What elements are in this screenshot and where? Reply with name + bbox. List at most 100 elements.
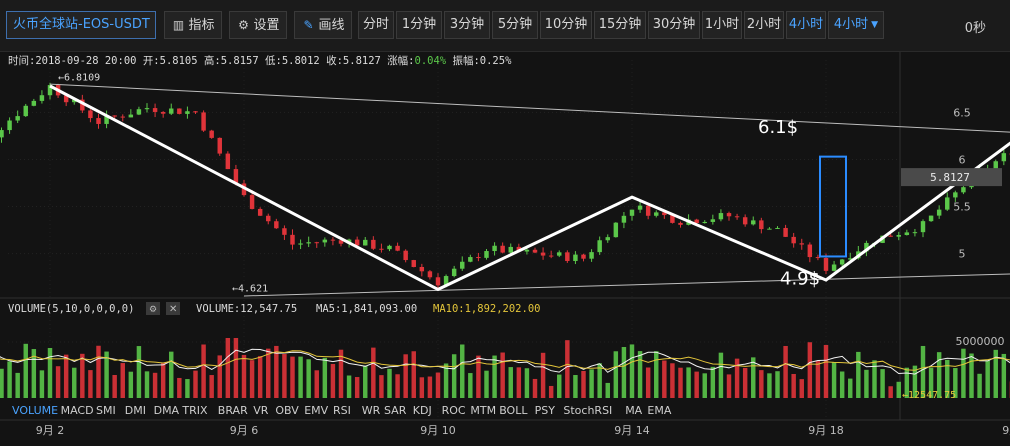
indicator-tab[interactable]: DMA	[154, 404, 180, 417]
candle-body	[662, 212, 667, 216]
high-marker: ←6.8109	[58, 72, 100, 83]
candle-body	[678, 222, 683, 225]
indicator-tab[interactable]: PSY	[535, 404, 556, 417]
candle-body	[928, 215, 934, 222]
candle-body	[775, 227, 780, 229]
volume-bar	[856, 351, 861, 398]
indicator-tab[interactable]: MACD	[61, 404, 94, 417]
volume-bar	[904, 367, 910, 398]
volume-bar	[524, 368, 530, 398]
volume-bar	[346, 375, 352, 398]
volume-bar	[581, 370, 586, 398]
volume-bar	[993, 349, 998, 398]
volume-tick-label: 5000000	[956, 335, 1005, 348]
volume-bar	[23, 343, 28, 398]
indicator-tab[interactable]: DMI	[125, 404, 146, 417]
volume-bar	[637, 351, 643, 398]
candle-body	[177, 108, 182, 114]
period-tab[interactable]: 1分钟	[396, 11, 442, 39]
candle-body	[1001, 153, 1007, 162]
candle-body	[282, 228, 287, 235]
candle-body	[338, 240, 344, 244]
symbol-selector[interactable]: 火币全球站-EOS-USDT	[6, 11, 156, 39]
volume-bar	[985, 360, 990, 398]
gear-icon: ⚙	[238, 18, 249, 32]
period-tab[interactable]: 15分钟	[594, 11, 646, 39]
volume-bar	[217, 355, 222, 398]
period-tab[interactable]: 2小时	[744, 11, 784, 39]
volume-bar	[387, 368, 392, 398]
volume-bar	[500, 352, 505, 398]
candle-body	[322, 239, 328, 243]
candle-body	[759, 220, 764, 230]
candle-body	[508, 246, 513, 253]
indicator-tab[interactable]: BOLL	[499, 404, 528, 417]
indicator-tab[interactable]: OBV	[275, 404, 299, 417]
indicator-tab[interactable]: KDJ	[413, 404, 432, 417]
volume-bar	[823, 344, 829, 398]
time-tick-label: 9月 10	[420, 424, 456, 437]
candle-body	[403, 250, 408, 261]
indicator-tab[interactable]: EMA	[647, 404, 671, 417]
period-tab[interactable]: 4小时 ▼	[828, 11, 884, 39]
indicator-tab[interactable]: SAR	[384, 404, 407, 417]
volume-bar	[831, 362, 837, 398]
volume-bar	[314, 370, 319, 398]
volume-bar	[411, 351, 416, 398]
draw-line-button[interactable]: ✎ 画线	[294, 11, 352, 39]
indicator-tab[interactable]: TRIX	[181, 404, 208, 417]
indicator-tab[interactable]: ROC	[442, 404, 466, 417]
candle-body	[621, 215, 627, 223]
volume-bar	[193, 370, 198, 398]
volume-bar	[363, 365, 368, 398]
indicator-tab[interactable]: BRAR	[218, 404, 248, 417]
volume-bar	[807, 342, 813, 398]
indicator-tab[interactable]: SMI	[96, 404, 116, 417]
close-icon-glyph: ✕	[169, 304, 177, 315]
volume-bar	[969, 353, 974, 398]
period-tab[interactable]: 4小时	[786, 11, 826, 39]
indicator-tab[interactable]: MA	[625, 404, 642, 417]
indicators-button[interactable]: ▥ 指标	[164, 11, 222, 39]
settings-button[interactable]: ⚙ 设置	[229, 11, 287, 39]
period-tab[interactable]: 分时	[358, 11, 394, 39]
volume-bar	[104, 351, 109, 398]
period-tab[interactable]: 10分钟	[540, 11, 592, 39]
indicator-tab[interactable]: MTM	[470, 404, 496, 417]
candle-body	[306, 242, 311, 244]
period-tab[interactable]: 30分钟	[648, 11, 700, 39]
volume-bar	[920, 345, 926, 398]
indicator-tab[interactable]: VR	[253, 404, 269, 417]
indicator-tab[interactable]: VOLUME	[12, 404, 58, 417]
volume-bar	[266, 348, 271, 398]
time-tick-label: 9月 2	[36, 424, 65, 437]
candle-body	[411, 260, 416, 267]
low-marker: ←4.621	[232, 283, 268, 294]
volume-bar	[435, 372, 441, 398]
volume-value: VOLUME:12,547.75	[196, 303, 297, 315]
period-tab[interactable]: 3分钟	[444, 11, 490, 39]
volume-bar	[80, 353, 85, 398]
volume-bar	[371, 347, 376, 398]
indicator-tab[interactable]: StochRSI	[563, 404, 612, 417]
volume-bar	[678, 367, 683, 398]
candle-body	[783, 227, 788, 237]
indicator-tab[interactable]: RSI	[333, 404, 351, 417]
candle-body	[427, 271, 433, 278]
volume-bar	[565, 340, 570, 398]
candle-body	[823, 258, 829, 271]
volume-bar	[63, 354, 69, 398]
volume-bar	[508, 367, 513, 398]
volume-bar	[460, 344, 465, 398]
volume-bar	[72, 367, 77, 398]
candle-body	[791, 236, 796, 244]
volume-bar	[783, 345, 788, 398]
candle-body	[298, 243, 303, 245]
period-tab[interactable]: 5分钟	[492, 11, 538, 39]
indicator-tab[interactable]: WR	[362, 404, 381, 417]
period-tab[interactable]: 1小时	[702, 11, 742, 39]
candle-body	[613, 222, 619, 238]
indicator-tab[interactable]: EMV	[304, 404, 328, 417]
time-tick-label: 9月 22	[1002, 424, 1010, 437]
